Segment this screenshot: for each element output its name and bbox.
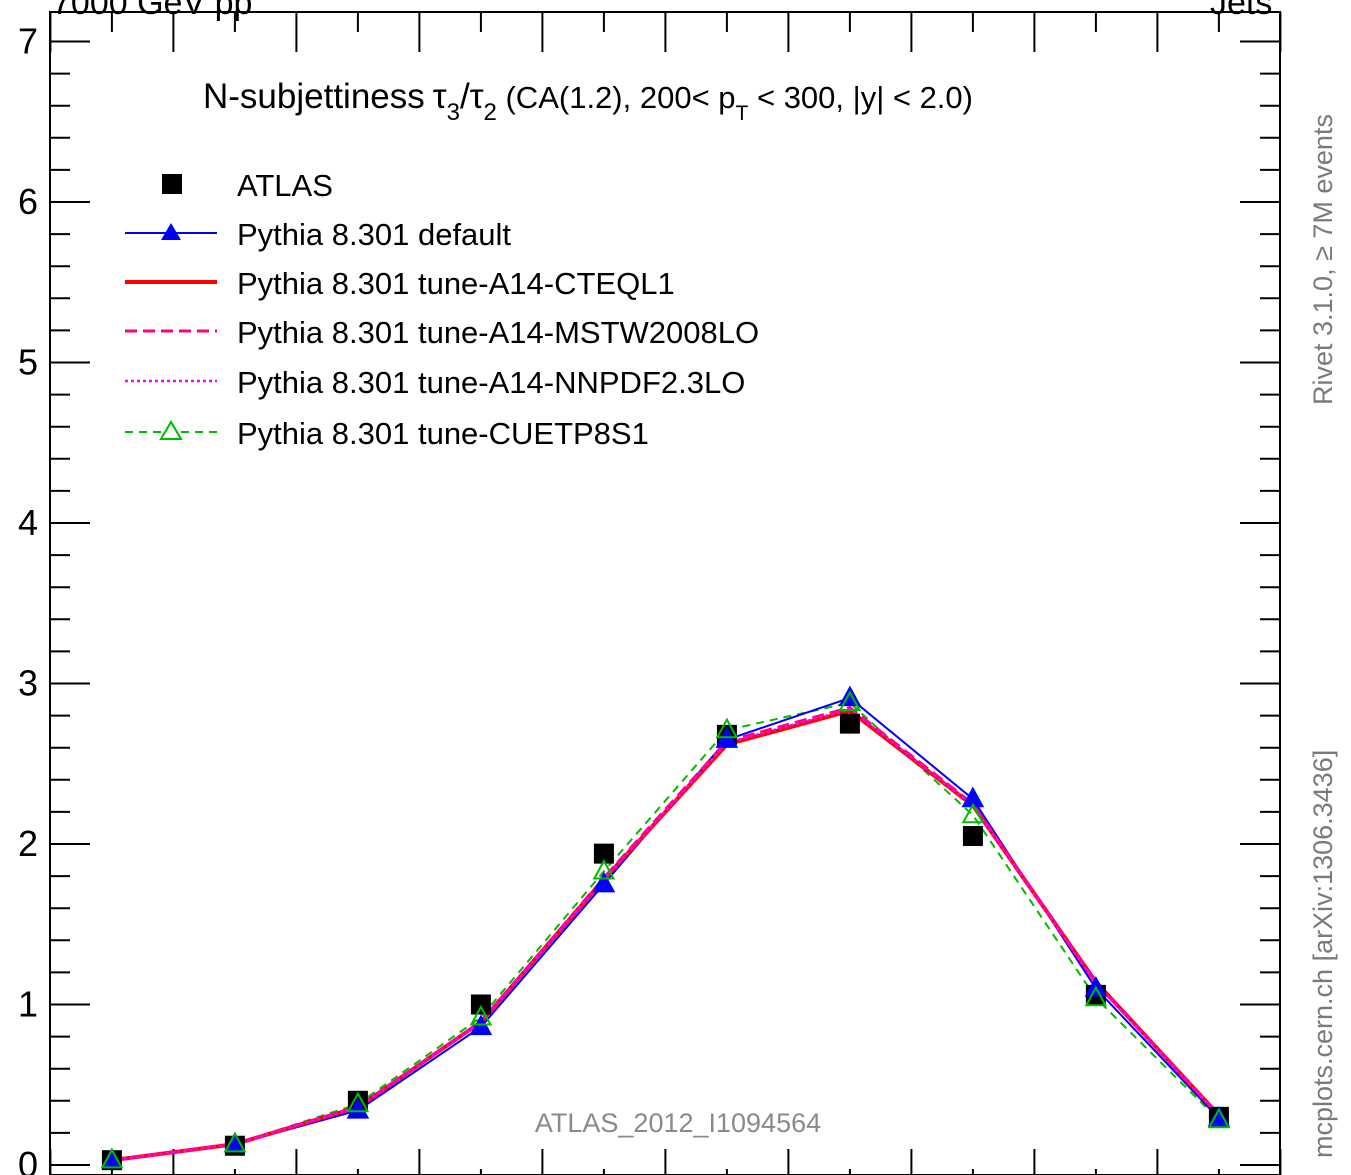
point-marker xyxy=(223,1131,247,1153)
legend-label: Pythia 8.301 tune-CUETP8S1 xyxy=(237,416,649,451)
chart-title: N-subjettiness τ3/τ2 (CA(1.2), 200< pT < … xyxy=(203,77,973,126)
data-point xyxy=(839,713,860,734)
legend-marker xyxy=(159,420,183,440)
legend-label: ATLAS xyxy=(237,168,333,203)
point-marker xyxy=(469,1004,493,1026)
legend: ATLAS Pythia 8.301 default Pythia 8.301 tu… xyxy=(125,168,759,451)
y-tick-label: 5 xyxy=(18,342,38,383)
y-tick-label: 6 xyxy=(18,181,38,222)
series-line xyxy=(111,696,1220,1162)
series-line xyxy=(111,707,1220,1162)
legend-label: Pythia 8.301 tune-A14-NNPDF2.3LO xyxy=(237,365,745,400)
y-tick-label: 1 xyxy=(18,984,38,1025)
point-marker xyxy=(961,802,985,824)
point-marker xyxy=(838,690,862,711)
y-tick-label: 4 xyxy=(18,502,38,543)
point-marker xyxy=(346,1097,370,1119)
legend-label: Pythia 8.301 tune-A14-CTEQL1 xyxy=(237,266,675,301)
series-line xyxy=(111,701,1220,1162)
y-tick-label: 2 xyxy=(18,823,38,864)
y-tick-label: 7 xyxy=(18,21,38,62)
legend-label: Pythia 8.301 default xyxy=(237,217,511,252)
mcplots-label: mcplots.cern.ch [arXiv:1306.3436] xyxy=(1308,749,1338,1158)
legend-swatch xyxy=(162,174,182,194)
y-tick-label: 0 xyxy=(18,1144,38,1175)
point-marker xyxy=(100,1147,124,1169)
series-line xyxy=(111,706,1221,1162)
data-point xyxy=(593,843,614,864)
point-marker xyxy=(715,717,739,739)
axis-ticks xyxy=(49,12,1282,1175)
point-marker xyxy=(1084,985,1108,1007)
watermark-label: ATLAS_2012_I1094564 xyxy=(535,1108,821,1138)
data-point xyxy=(470,994,491,1015)
point-marker xyxy=(838,685,862,707)
legend-marker xyxy=(161,223,181,240)
data-point xyxy=(962,825,983,846)
series-layer xyxy=(100,685,1231,1171)
y-tick-label: 3 xyxy=(18,663,38,704)
point-marker xyxy=(592,858,616,880)
legend-label: Pythia 8.301 tune-A14-MSTW2008LO xyxy=(237,315,759,350)
point-marker xyxy=(346,1091,370,1113)
point-marker xyxy=(1207,1107,1231,1129)
rivet-version-label: Rivet 3.1.0, ≥ 7M events xyxy=(1308,114,1338,405)
point-marker xyxy=(592,871,616,893)
y-tick-labels: 0 1 2 3 4 5 6 7 xyxy=(18,21,38,1175)
